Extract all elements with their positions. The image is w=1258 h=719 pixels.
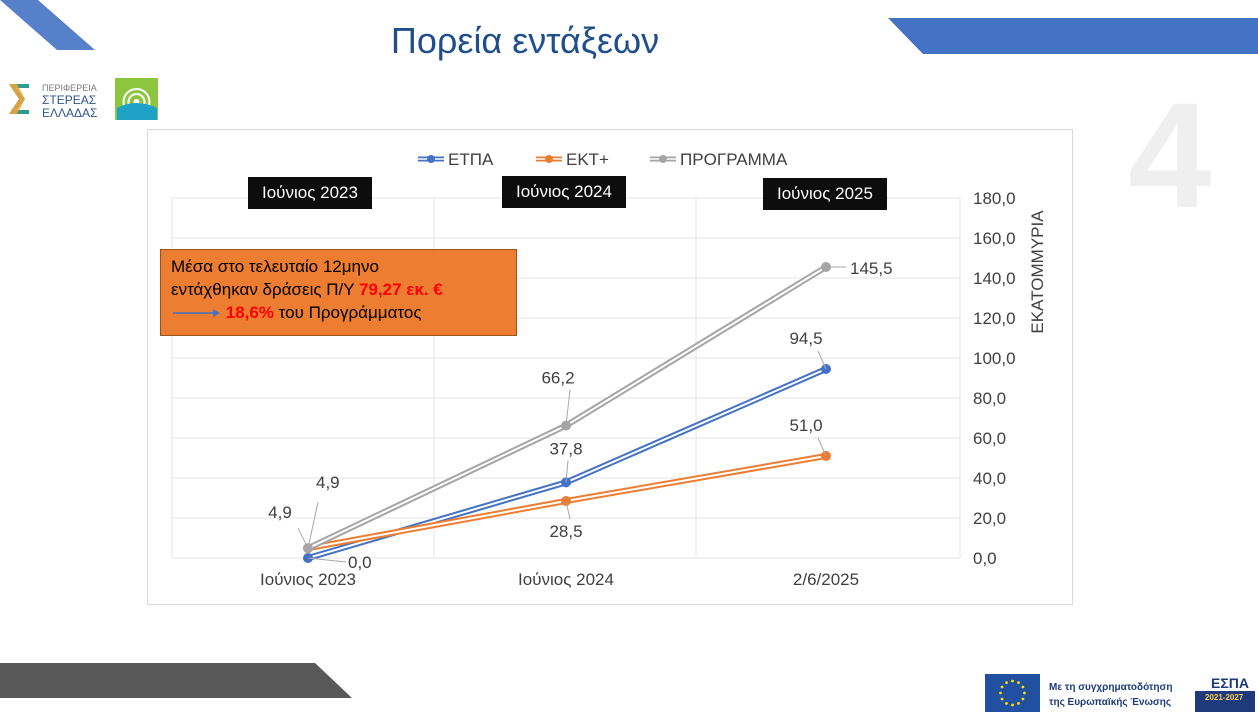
callout-line3: 18,6% του Προγράμματος [171,302,506,325]
logo-line1: ΠΕΡΙΦΕΡΕΙΑ [42,83,97,93]
data-label: 94,5 [789,329,822,348]
espa-title: ΕΣΠΑ [1211,675,1249,691]
legend-marker [659,155,667,163]
data-label: 145,5 [850,259,893,278]
logo-line3: ΕΛΛΑΔΑΣ [42,106,97,120]
y-axis-title: ΕΚΑΤΟΜΜΥΡΙΑ [1028,210,1047,334]
emblem-icon [115,78,158,120]
leader-line [565,500,571,520]
legend-marker [427,155,435,163]
legend-label: ΕΚΤ+ [566,150,609,169]
callout-line3-text: του Προγράμματος [273,302,422,322]
leader-line [817,437,827,457]
y-tick-label: 60,0 [973,429,1006,448]
slide-title: Πορεία εντάξεων [390,20,660,61]
eu-text-line1: Με τη συγχρηματοδότηση [1049,682,1172,693]
legend-label: ΠΡΟΓΡΑΜΜΑ [680,150,788,169]
leader-line [565,389,571,426]
leader-line [817,350,827,370]
x-tick-label: 2/6/2025 [793,570,859,589]
y-tick-label: 100,0 [973,349,1016,368]
leader-line [307,502,319,549]
period-label-2023: Ιούνιος 2023 [248,177,372,209]
leader-line [565,460,569,483]
logo-line2: ΣΤΕΡΕΑΣ [42,93,96,107]
data-label: 37,8 [549,439,582,458]
arrow-right-icon [173,309,220,318]
eu-text-line2: της Ευρωπαϊκής Ένωσης [1049,697,1171,708]
data-label: 4,9 [316,473,340,492]
x-tick-label: Ιούνιος 2023 [260,570,356,589]
data-label: 0,0 [348,553,372,572]
highlight-callout: Μέσα στο τελευταίο 12μηνο εντάχθηκαν δρά… [160,249,517,336]
data-label: 28,5 [549,522,582,541]
espa-badge [1195,691,1255,712]
eu-cofunding-logo: Με τη συγχρηματοδότηση της Ευρωπαϊκής Έν… [985,672,1257,714]
y-tick-label: 0,0 [973,549,997,568]
leader-line [307,557,347,563]
period-label-2024: Ιούνιος 2024 [502,176,626,208]
decor-number: 4 [1128,71,1212,239]
x-tick-label: Ιούνιος 2024 [518,570,614,589]
line-chart: 0,0 20,0 40,0 60,0 80,0 100,0 120,0 140,0 160,0 1… [171,150,1047,589]
espa-years: 2021-2027 [1205,693,1244,702]
callout-amount: 79,27 εκ. € [359,279,443,299]
period-label-2025: Ιούνιος 2025 [763,178,887,210]
data-label: 4,9 [268,503,292,522]
data-label: 51,0 [789,416,822,435]
y-tick-label: 20,0 [973,509,1006,528]
y-tick-label: 140,0 [973,269,1016,288]
decor-band-top-right [888,18,1258,54]
callout-line2: εντάχθηκαν δράσεις Π/Υ 79,27 εκ. € [171,279,506,302]
y-tick-label: 160,0 [973,229,1016,248]
legend-marker [545,155,553,163]
callout-line2-text: εντάχθηκαν δράσεις Π/Υ [171,279,360,299]
y-tick-label: 80,0 [973,389,1006,408]
region-logo: ΠΕΡΙΦΕΡΕΙΑ ΣΤΕΡΕΑΣ ΕΛΛΑΔΑΣ [5,78,160,120]
sigma-icon [9,84,29,114]
callout-percent: 18,6% [225,302,274,322]
callout-line1: Μέσα στο τελευταίο 12μηνο [171,257,379,276]
decor-band-bottom-left [0,663,352,698]
y-tick-label: 40,0 [973,469,1006,488]
y-tick-label: 180,0 [973,189,1016,208]
data-label: 66,2 [541,369,574,388]
y-tick-label: 120,0 [973,309,1016,328]
leader-line [297,527,309,549]
eu-stars-icon [999,679,1026,707]
legend-label: ΕΤΠΑ [448,150,494,169]
